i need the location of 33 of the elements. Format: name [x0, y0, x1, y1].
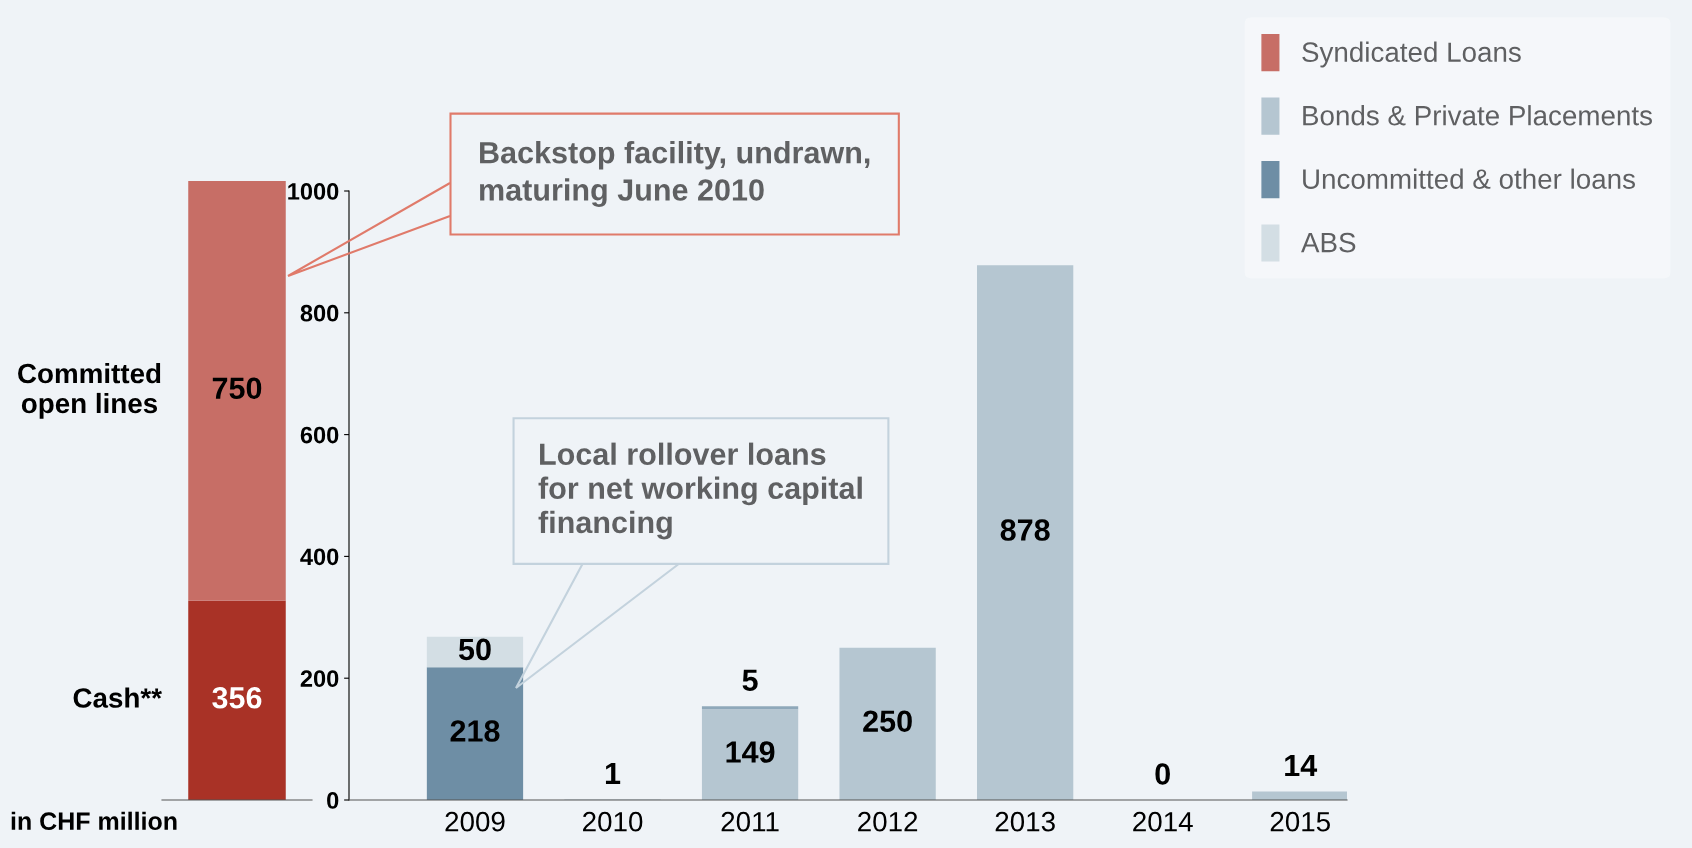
series-label: Cash** [73, 687, 162, 708]
data-label: 1 [605, 762, 621, 784]
x-tick-label: 2012 [858, 811, 918, 832]
data-label: 878 [1000, 519, 1050, 541]
annotation: Backstop facility, undrawn, maturing June 2010 [480, 141, 870, 207]
legend-label: Syndicated Loans [1302, 41, 1521, 68]
x-tick-label: 2010 [583, 811, 643, 832]
data-label: 750 [212, 377, 262, 400]
x-tick-label: 2013 [995, 811, 1055, 832]
text: in CHF million [11, 811, 177, 831]
legend-label: Uncommitted & other loans [1303, 168, 1635, 189]
y-tick-label: 800 [300, 304, 339, 322]
data-label: 0 [1155, 763, 1170, 785]
x-tick-label: 2009 [445, 811, 505, 832]
data-label: 149 [726, 741, 775, 763]
legend-label: Bonds & Private Placements [1303, 105, 1652, 126]
data-label: 14 [1285, 754, 1318, 776]
y-tick-label: 400 [300, 548, 339, 566]
data-label: 250 [863, 710, 912, 733]
x-tick-label: 2011 [721, 811, 779, 832]
data-label: 356 [212, 686, 262, 709]
y-tick-label: 0 [327, 792, 339, 809]
legend-label: ABS [1301, 232, 1356, 253]
x-tick-label: 2014 [1133, 811, 1193, 832]
y-tick-label: 1000 [288, 183, 339, 200]
data-label: 5 [742, 669, 758, 692]
x-tick-label: 2015 [1270, 811, 1330, 832]
y-tick-label: 600 [300, 426, 339, 444]
text: Committed open lines [18, 362, 161, 419]
annotation: Local rollover loans for net working capital financing [538, 442, 862, 540]
data-label: 218 [450, 720, 500, 742]
data-label: 50 [458, 638, 491, 661]
y-tick-label: 200 [300, 670, 339, 687]
